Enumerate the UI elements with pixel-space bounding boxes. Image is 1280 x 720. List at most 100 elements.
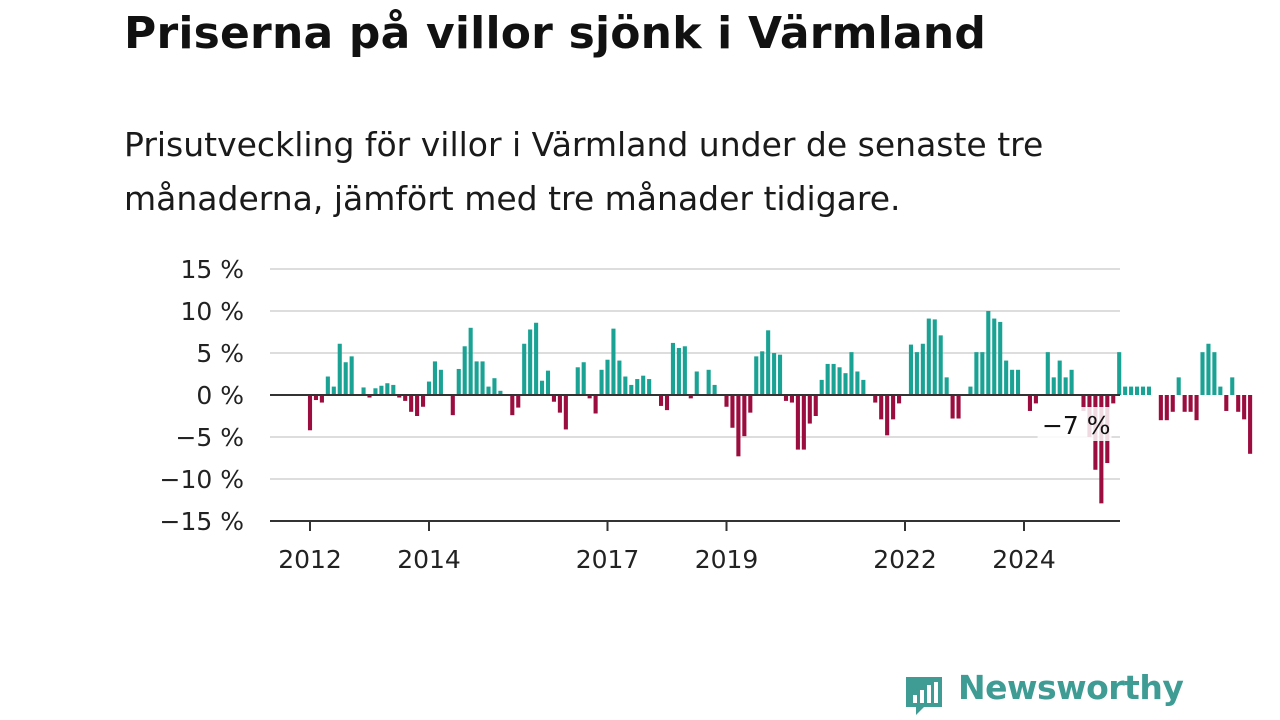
bar (415, 395, 420, 416)
chart-subtitle: Prisutveckling för villor i Värmland und… (124, 125, 1044, 218)
bar (1051, 377, 1056, 395)
bar (968, 386, 973, 395)
bar (1158, 395, 1163, 421)
bar (1170, 395, 1175, 412)
bar (712, 384, 717, 395)
bar (617, 360, 622, 395)
bar (432, 361, 437, 395)
bar (831, 363, 836, 395)
bar (331, 386, 336, 395)
bar (373, 388, 378, 395)
bar (783, 395, 789, 401)
bar (980, 352, 985, 395)
bar (462, 346, 467, 395)
bar (1230, 377, 1235, 395)
bar (908, 344, 913, 395)
bar (819, 379, 824, 395)
x-tick-label: 2014 (397, 545, 461, 574)
bar (861, 379, 866, 395)
bar (1236, 395, 1241, 412)
bar (682, 346, 687, 395)
brand-name: Newsworthy (958, 668, 1184, 707)
chart-title: Priserna på villor sjönk i Värmland (124, 8, 987, 59)
bar (1117, 352, 1122, 395)
bar (581, 362, 586, 395)
bar (778, 354, 783, 395)
bar (599, 369, 604, 395)
newsworthy-logo-icon (906, 677, 942, 715)
bar (349, 356, 354, 395)
bar (629, 384, 634, 395)
bar (1194, 395, 1199, 421)
y-tick-label: 0 % (196, 381, 244, 410)
bar (760, 351, 765, 395)
bar (891, 395, 896, 420)
bar (813, 395, 818, 416)
bar (926, 318, 931, 395)
bar (1200, 352, 1205, 395)
bar (920, 343, 925, 395)
bar (950, 395, 955, 419)
bar (986, 311, 991, 395)
bar (1164, 395, 1169, 421)
bar (772, 353, 777, 395)
x-tick-label: 2017 (576, 545, 640, 574)
bar (944, 377, 949, 395)
bar (1063, 377, 1068, 395)
bar (688, 395, 693, 399)
y-tick-label: 10 % (180, 297, 244, 326)
bar (498, 390, 503, 395)
bar (670, 342, 675, 395)
bar (587, 395, 592, 399)
bar (468, 327, 473, 395)
bar (1135, 386, 1140, 395)
bar (1123, 386, 1128, 395)
bar (1248, 395, 1253, 454)
bar (1081, 395, 1086, 411)
bar (1027, 395, 1032, 411)
bar (998, 321, 1003, 395)
bar (438, 369, 443, 395)
bar (1069, 369, 1074, 395)
bar (563, 395, 568, 430)
bar (480, 361, 485, 395)
bar (313, 395, 318, 401)
bar (641, 375, 646, 395)
bar (379, 385, 384, 395)
bar (593, 395, 598, 414)
bar (611, 328, 616, 395)
bar (837, 367, 842, 395)
bar (885, 395, 890, 436)
bar (1057, 360, 1062, 395)
bar (659, 395, 664, 406)
bar (1188, 395, 1193, 412)
bar (676, 347, 681, 395)
bar (754, 356, 759, 395)
bar (843, 373, 848, 395)
bar (492, 378, 497, 395)
bar (1176, 377, 1181, 395)
bar (397, 395, 402, 398)
bar (1206, 343, 1211, 395)
bar (528, 329, 533, 395)
bar (694, 371, 699, 395)
bar (849, 352, 854, 395)
bar (730, 395, 735, 428)
bar (807, 395, 812, 424)
y-tick-label: −10 % (160, 465, 244, 494)
bar (557, 395, 562, 413)
bar (575, 367, 580, 395)
y-tick-label: −15 % (160, 507, 244, 536)
bar (1218, 386, 1223, 395)
bar (486, 386, 491, 395)
bar (426, 381, 432, 395)
bar (1224, 395, 1229, 411)
bar (795, 395, 800, 450)
bar (540, 380, 545, 395)
bar (325, 376, 330, 395)
brand-logo: Newsworthy (902, 668, 1184, 718)
last-value-annotation: −7 % (1042, 411, 1111, 440)
bar (1182, 395, 1187, 412)
bar (974, 352, 979, 395)
bar (307, 395, 313, 431)
